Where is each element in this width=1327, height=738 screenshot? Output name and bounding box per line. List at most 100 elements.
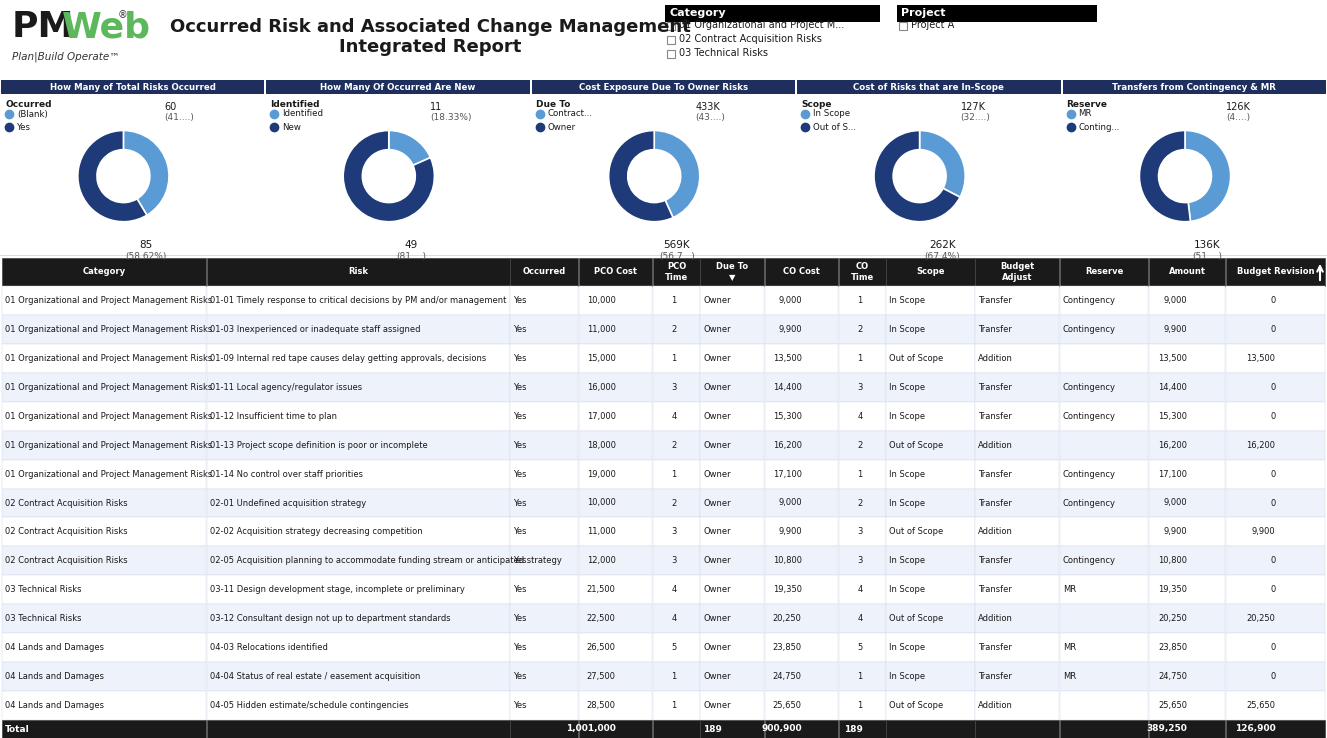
Text: Transfer: Transfer [978,412,1013,421]
FancyBboxPatch shape [1226,258,1324,286]
Text: PCO Cost: PCO Cost [594,267,637,277]
FancyBboxPatch shape [1149,633,1225,662]
FancyBboxPatch shape [1,80,264,94]
Text: 26,500: 26,500 [587,643,616,652]
Text: (58.62%): (58.62%) [125,252,167,261]
Text: 03 Technical Risks: 03 Technical Risks [5,585,81,594]
Text: 16,200: 16,200 [1246,441,1275,449]
Text: PM: PM [12,10,74,44]
Text: 02 Contract Acquisition Risks: 02 Contract Acquisition Risks [5,528,127,537]
FancyBboxPatch shape [701,315,764,344]
Text: 04 Lands and Damages: 04 Lands and Damages [5,701,104,710]
FancyBboxPatch shape [3,373,206,401]
Text: 02-05 Acquisition planning to accommodate funding stream or anticipated strategy: 02-05 Acquisition planning to accommodat… [210,556,561,565]
FancyBboxPatch shape [886,720,975,738]
FancyBboxPatch shape [511,401,579,431]
Text: 4: 4 [671,614,677,623]
Text: 01-12 Insufficient time to plan: 01-12 Insufficient time to plan [210,412,337,421]
FancyBboxPatch shape [207,401,510,431]
Text: 3: 3 [857,383,863,392]
Text: 1: 1 [857,672,863,681]
Text: 5: 5 [671,643,677,652]
Text: 01-14 No control over staff priorities: 01-14 No control over staff priorities [210,469,362,478]
FancyBboxPatch shape [701,344,764,373]
Text: In Scope: In Scope [889,585,925,594]
FancyBboxPatch shape [975,604,1059,633]
Text: Addition: Addition [978,354,1014,363]
FancyBboxPatch shape [764,401,839,431]
Text: (67.4%): (67.4%) [925,252,959,261]
FancyBboxPatch shape [701,662,764,691]
Text: Occurred: Occurred [523,267,567,277]
Text: 389,250: 389,250 [1147,725,1188,734]
FancyBboxPatch shape [653,286,699,315]
FancyBboxPatch shape [764,691,839,720]
FancyBboxPatch shape [3,431,206,460]
Text: 01 Organizational and Project Management Risks: 01 Organizational and Project Management… [5,325,212,334]
Text: 23,850: 23,850 [772,643,802,652]
FancyBboxPatch shape [511,576,579,604]
FancyBboxPatch shape [886,662,975,691]
FancyBboxPatch shape [579,720,653,738]
FancyBboxPatch shape [975,315,1059,344]
Text: Transfer: Transfer [978,383,1013,392]
Text: 3: 3 [857,528,863,537]
FancyBboxPatch shape [839,662,885,691]
Text: 21,500: 21,500 [587,585,616,594]
Text: 01-09 Internal red tape causes delay getting approvals, decisions: 01-09 Internal red tape causes delay get… [210,354,486,363]
FancyBboxPatch shape [207,286,510,315]
FancyBboxPatch shape [1149,489,1225,517]
Text: 126K: 126K [1226,102,1251,112]
Text: 0: 0 [1270,296,1275,305]
FancyBboxPatch shape [701,460,764,489]
Text: 11,000: 11,000 [587,325,616,334]
FancyBboxPatch shape [653,546,699,576]
FancyBboxPatch shape [579,344,653,373]
FancyBboxPatch shape [667,50,675,58]
Text: In Scope: In Scope [889,412,925,421]
FancyBboxPatch shape [207,258,510,286]
Text: 03 Technical Risks: 03 Technical Risks [679,48,768,58]
Text: Yes: Yes [514,441,527,449]
Text: Scope: Scope [802,100,832,109]
FancyBboxPatch shape [653,373,699,401]
Text: Transfer: Transfer [978,556,1013,565]
FancyBboxPatch shape [511,373,579,401]
Text: 1,001,000: 1,001,000 [565,725,616,734]
Text: 16,200: 16,200 [772,441,802,449]
FancyBboxPatch shape [511,489,579,517]
FancyBboxPatch shape [1060,576,1148,604]
Text: How Many Of Occurred Are New: How Many Of Occurred Are New [320,83,476,92]
FancyBboxPatch shape [764,662,839,691]
FancyBboxPatch shape [1226,431,1324,460]
FancyBboxPatch shape [701,604,764,633]
Text: 3: 3 [671,528,677,537]
Text: In Scope: In Scope [889,383,925,392]
FancyBboxPatch shape [701,489,764,517]
Text: 9,000: 9,000 [1164,498,1188,508]
Text: Yes: Yes [514,383,527,392]
Text: 262K: 262K [929,240,955,250]
FancyBboxPatch shape [701,720,764,738]
FancyBboxPatch shape [764,286,839,315]
FancyBboxPatch shape [207,517,510,546]
Text: MR: MR [1063,585,1076,594]
Text: Contingency: Contingency [1063,412,1116,421]
Wedge shape [344,131,434,221]
FancyBboxPatch shape [839,258,885,286]
Text: 2: 2 [857,498,863,508]
Text: 10,000: 10,000 [587,296,616,305]
Text: Transfer: Transfer [978,672,1013,681]
Text: Yes: Yes [514,498,527,508]
Text: Transfer: Transfer [978,643,1013,652]
FancyBboxPatch shape [1226,576,1324,604]
Text: Out of Scope: Out of Scope [889,441,943,449]
Text: 01 Organizational and Project M...: 01 Organizational and Project M... [679,20,844,30]
FancyBboxPatch shape [579,315,653,344]
Text: 19,000: 19,000 [587,469,616,478]
Text: Project: Project [901,9,946,18]
Text: 4: 4 [671,412,677,421]
FancyBboxPatch shape [975,286,1059,315]
FancyBboxPatch shape [207,431,510,460]
FancyBboxPatch shape [701,576,764,604]
